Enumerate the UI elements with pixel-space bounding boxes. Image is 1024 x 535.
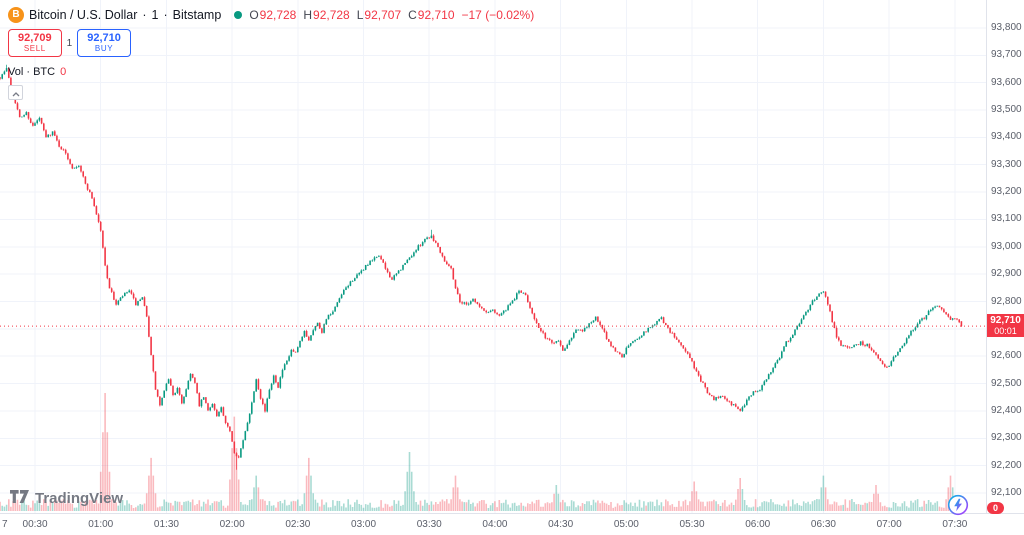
spread-value: 1	[66, 37, 73, 49]
buy-price: 92,710	[87, 32, 121, 44]
time-axis-label: 01:00	[88, 519, 114, 530]
chart-legend: B Bitcoin / U.S. Dollar · 1 · Bitstamp O…	[8, 6, 534, 100]
close-label: C	[408, 7, 417, 22]
time-axis-label: 03:30	[416, 519, 442, 530]
price-axis-label: 92,800	[991, 295, 1022, 307]
price-axis-label: 92,400	[991, 404, 1022, 416]
time-axis-label: 04:30	[548, 519, 574, 530]
price-axis-label: 93,200	[991, 186, 1022, 198]
current-price-badge: 92,710 00:01	[987, 314, 1024, 338]
time-axis-edge-label: 7	[2, 519, 8, 530]
volume-value: 0	[60, 66, 67, 78]
close-value: 92,710	[417, 7, 455, 22]
buy-button[interactable]: 92,710 BUY	[77, 29, 131, 57]
sell-label: SELL	[23, 44, 46, 53]
high-label: H	[303, 7, 313, 22]
price-axis-label: 93,700	[991, 49, 1022, 61]
time-axis[interactable]: 7 00:30 01:00 01:30 02:00 02:30 03:00 03:30 04:…	[0, 513, 1024, 535]
low-label: L	[356, 7, 364, 22]
buy-label: BUY	[94, 44, 114, 53]
sell-price: 92,709	[18, 32, 52, 44]
open-label: O	[249, 7, 259, 22]
market-status-dot-icon	[234, 10, 243, 19]
price-axis-label: 92,600	[991, 350, 1022, 362]
time-axis-label: 01:30	[153, 519, 179, 530]
symbol-info-row: B Bitcoin / U.S. Dollar · 1 · Bitstamp O…	[8, 6, 534, 23]
time-axis-label: 02:00	[219, 519, 245, 530]
change-value: −17 (−0.02%)	[461, 7, 535, 22]
high-value: 92,728	[313, 7, 350, 22]
current-price-label: 92,710	[990, 315, 1021, 327]
tradingview-logo-text: TradingView	[35, 490, 124, 507]
separator: ·	[142, 7, 147, 22]
price-axis-label: 92,900	[991, 268, 1022, 280]
time-axis-label: 04:00	[482, 519, 508, 530]
tradingview-logo-icon	[10, 490, 29, 507]
price-axis-label: 93,300	[991, 158, 1022, 170]
open-value: 92,728	[259, 7, 297, 22]
price-axis-label: 92,200	[991, 459, 1022, 471]
time-axis-label: 00:30	[22, 519, 48, 530]
time-axis-label: 03:00	[351, 519, 377, 530]
separator: ·	[163, 7, 168, 22]
time-axis-label: 07:00	[876, 519, 902, 530]
price-axis-label: 93,100	[991, 213, 1022, 225]
time-axis-label: 05:30	[679, 519, 705, 530]
legend-collapse-button[interactable]	[8, 85, 23, 100]
exchange-label[interactable]: Bitstamp	[172, 7, 222, 22]
notification-badge[interactable]: 0	[987, 502, 1005, 514]
btc-icon: B	[8, 6, 24, 23]
price-axis-label: 92,100	[991, 487, 1022, 499]
ohlc-values: O 92,728 H 92,728 L 92,707 C 92,710 −17 (−0.…	[249, 8, 534, 22]
tradingview-logo[interactable]: TradingView	[10, 490, 123, 507]
interval-label[interactable]: 1	[151, 7, 159, 22]
price-axis-label: 93,500	[991, 103, 1022, 115]
symbol-title[interactable]: Bitcoin / U.S. Dollar	[29, 7, 138, 22]
time-axis-label: 02:30	[285, 519, 311, 530]
bar-countdown: 00:01	[994, 326, 1017, 337]
trade-buttons: 92,709 SELL 1 92,710 BUY	[8, 29, 534, 57]
low-value: 92,707	[364, 7, 402, 22]
volume-legend: Vol · BTC 0	[8, 66, 534, 78]
sell-button[interactable]: 92,709 SELL	[8, 29, 62, 57]
price-axis-label: 93,400	[991, 131, 1022, 143]
chevron-up-icon	[12, 85, 20, 100]
price-axis[interactable]: 92,710 00:01 93,800 93,700 93,600 93,500 93,…	[986, 0, 1024, 513]
time-axis-label: 05:00	[613, 519, 639, 530]
price-axis-label: 93,000	[991, 240, 1022, 252]
price-axis-label: 93,800	[991, 21, 1022, 33]
price-axis-label: 93,600	[991, 76, 1022, 88]
price-axis-label: 92,300	[991, 432, 1022, 444]
lightning-icon[interactable]	[947, 494, 969, 516]
volume-label[interactable]: Vol · BTC	[8, 66, 56, 78]
time-axis-label: 06:30	[810, 519, 836, 530]
candlestick-chart[interactable]	[0, 0, 986, 513]
price-axis-label: 92,500	[991, 377, 1022, 389]
btc-icon-letter: B	[12, 9, 20, 20]
time-axis-label: 06:00	[745, 519, 771, 530]
time-axis-label: 07:30	[942, 519, 968, 530]
